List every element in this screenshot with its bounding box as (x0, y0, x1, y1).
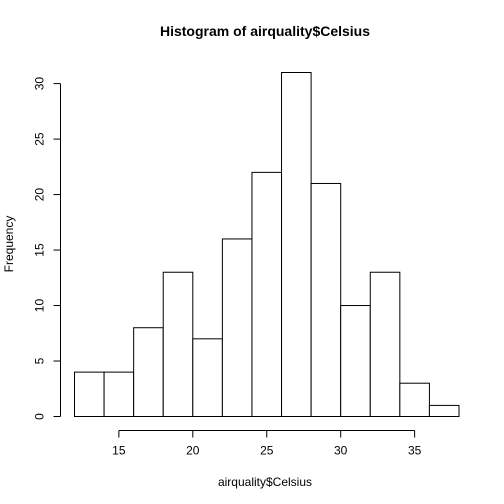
histogram-bar (340, 305, 371, 417)
y-axis-label: Frequency (2, 216, 16, 273)
x-axis: 15 20 25 30 35 (112, 430, 422, 458)
histogram-bar (192, 338, 223, 417)
y-tick-label: 25 (33, 132, 47, 146)
histogram-bar (74, 371, 105, 418)
histogram-bar (133, 327, 164, 417)
histogram-bar (221, 238, 253, 417)
x-tick-label: 30 (334, 444, 348, 458)
y-tick-label: 30 (33, 77, 47, 91)
x-tick-label: 25 (260, 444, 274, 458)
y-tick-label: 20 (33, 188, 47, 202)
histogram-bars (74, 72, 460, 418)
x-tick-label: 35 (408, 444, 422, 458)
y-tick-label: 15 (33, 243, 47, 257)
histogram-bar (369, 271, 401, 418)
histogram-bar (251, 171, 283, 417)
chart-title: Histogram of airquality$Celsius (160, 23, 370, 39)
y-tick-label: 0 (33, 413, 47, 420)
histogram-bar (310, 182, 342, 417)
histogram-bar (428, 404, 460, 418)
x-tick-label: 20 (186, 444, 200, 458)
histogram-bar (281, 72, 312, 417)
y-tick-label: 10 (33, 299, 47, 313)
histogram-bar (399, 382, 430, 418)
y-axis: 0 5 10 15 20 25 30 (33, 77, 61, 420)
y-tick-label: 5 (33, 357, 47, 364)
x-axis-label: airquality$Celsius (218, 475, 312, 489)
x-tick-label: 15 (112, 444, 126, 458)
histogram-bar (162, 271, 194, 418)
histogram-bar (103, 371, 135, 418)
